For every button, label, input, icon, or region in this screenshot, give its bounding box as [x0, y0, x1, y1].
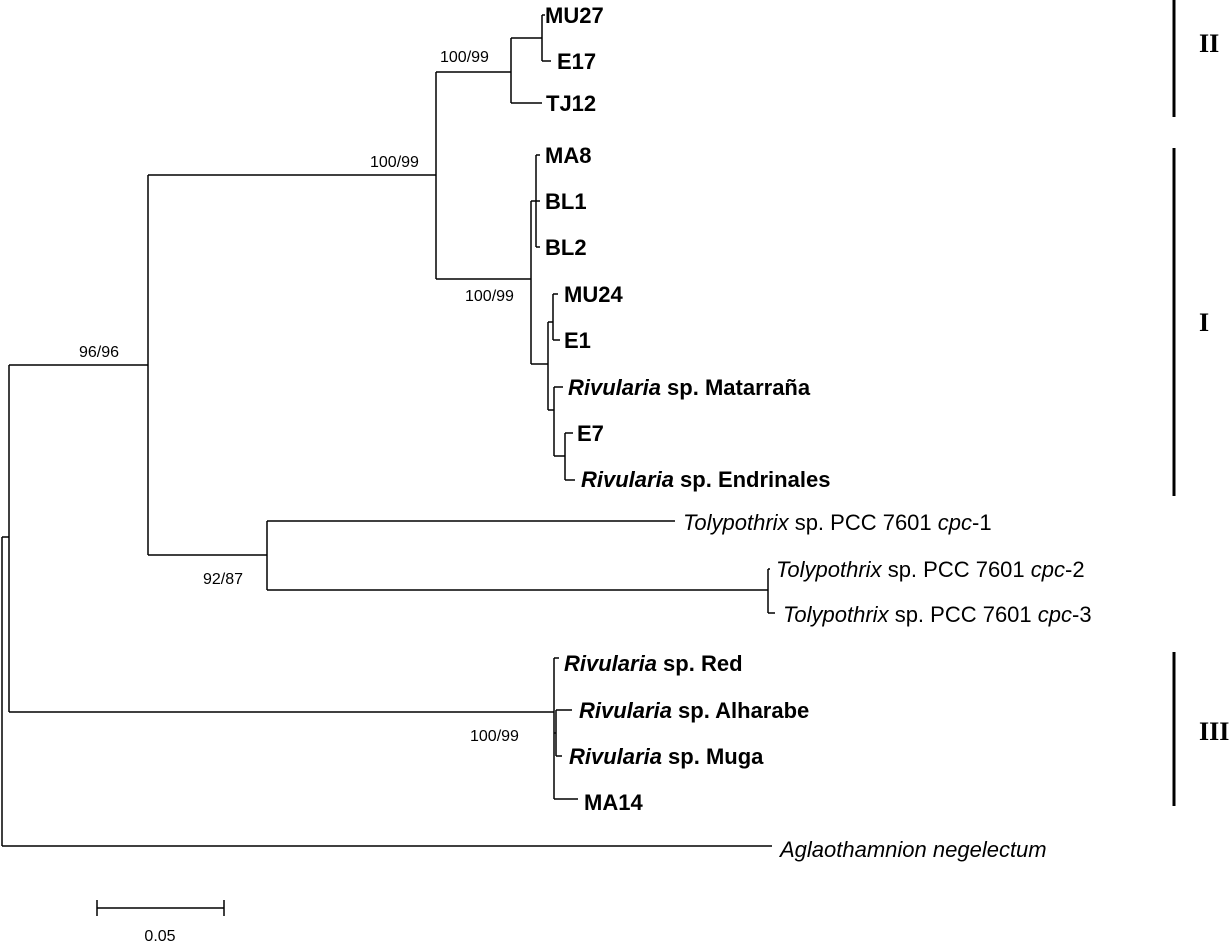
tip-label-rivularia-muga: Rivularia sp. Muga: [569, 744, 764, 769]
support-clade-i: 100/99: [465, 288, 514, 305]
tip-label-ma8: MA8: [545, 143, 591, 168]
scale-bar-line: [96, 900, 225, 916]
branch-clade-ii: [436, 14, 551, 104]
support-clade-ii: 100/99: [440, 49, 489, 66]
tip-label-mu27: MU27: [545, 3, 604, 28]
branch-clades-i-ii: [148, 72, 437, 279]
support-clades-i-ii: 100/99: [370, 154, 419, 171]
tip-label-aglaothamnion: Aglaothamnion negelectum: [778, 837, 1047, 862]
support-tolypothrix: 92/87: [203, 571, 243, 588]
tip-label-rivularia-alharabe: Rivularia sp. Alharabe: [579, 698, 809, 723]
tip-label-tolypothrix-cpc3: Tolypothrix sp. PCC 7601 cpc-3: [783, 602, 1092, 627]
clade-markers: II I III: [1172, 0, 1229, 806]
support-clade-iii: 100/99: [470, 728, 519, 745]
tip-label-rivularia-matarrana: Rivularia sp. Matarraña: [568, 375, 811, 400]
branch-rivularia-tolypothrix: [9, 175, 149, 555]
tip-label-rivularia-red: Rivularia sp. Red: [564, 651, 743, 676]
clade-label-iii: III: [1199, 717, 1229, 746]
scale-bar: 0.05: [96, 900, 225, 944]
tip-label-bl2: BL2: [545, 235, 587, 260]
tip-label-mu24: MU24: [564, 282, 623, 307]
tip-label-bl1: BL1: [545, 189, 587, 214]
tip-label-ma14: MA14: [584, 790, 643, 815]
tree-branches: [1, 14, 775, 847]
tip-label-tj12: TJ12: [546, 91, 596, 116]
tip-label-e17: E17: [557, 49, 596, 74]
support-values: 100/99 100/99 100/99 96/96 92/87 100/99: [79, 49, 519, 745]
tip-label-tolypothrix-cpc1: Tolypothrix sp. PCC 7601 cpc-1: [683, 510, 992, 535]
tip-label-tolypothrix-cpc2: Tolypothrix sp. PCC 7601 cpc-2: [776, 557, 1085, 582]
scale-bar-label: 0.05: [144, 928, 175, 944]
clade-label-ii: II: [1199, 29, 1219, 58]
tip-label-e7: E7: [577, 421, 604, 446]
branch-root: [1, 536, 772, 847]
branch-clade-i: [436, 154, 575, 481]
branch-clade-iii: [9, 657, 578, 800]
clade-label-i: I: [1199, 308, 1209, 337]
support-rivularia-tolypothrix: 96/96: [79, 344, 119, 361]
tip-labels: MU27 E17 TJ12 MA8 BL1 BL2 MU24 E1 Rivula…: [545, 3, 1092, 862]
branch-tolypothrix: [148, 520, 775, 614]
tip-label-e1: E1: [564, 328, 591, 353]
tip-label-rivularia-endrinales: Rivularia sp. Endrinales: [581, 467, 830, 492]
